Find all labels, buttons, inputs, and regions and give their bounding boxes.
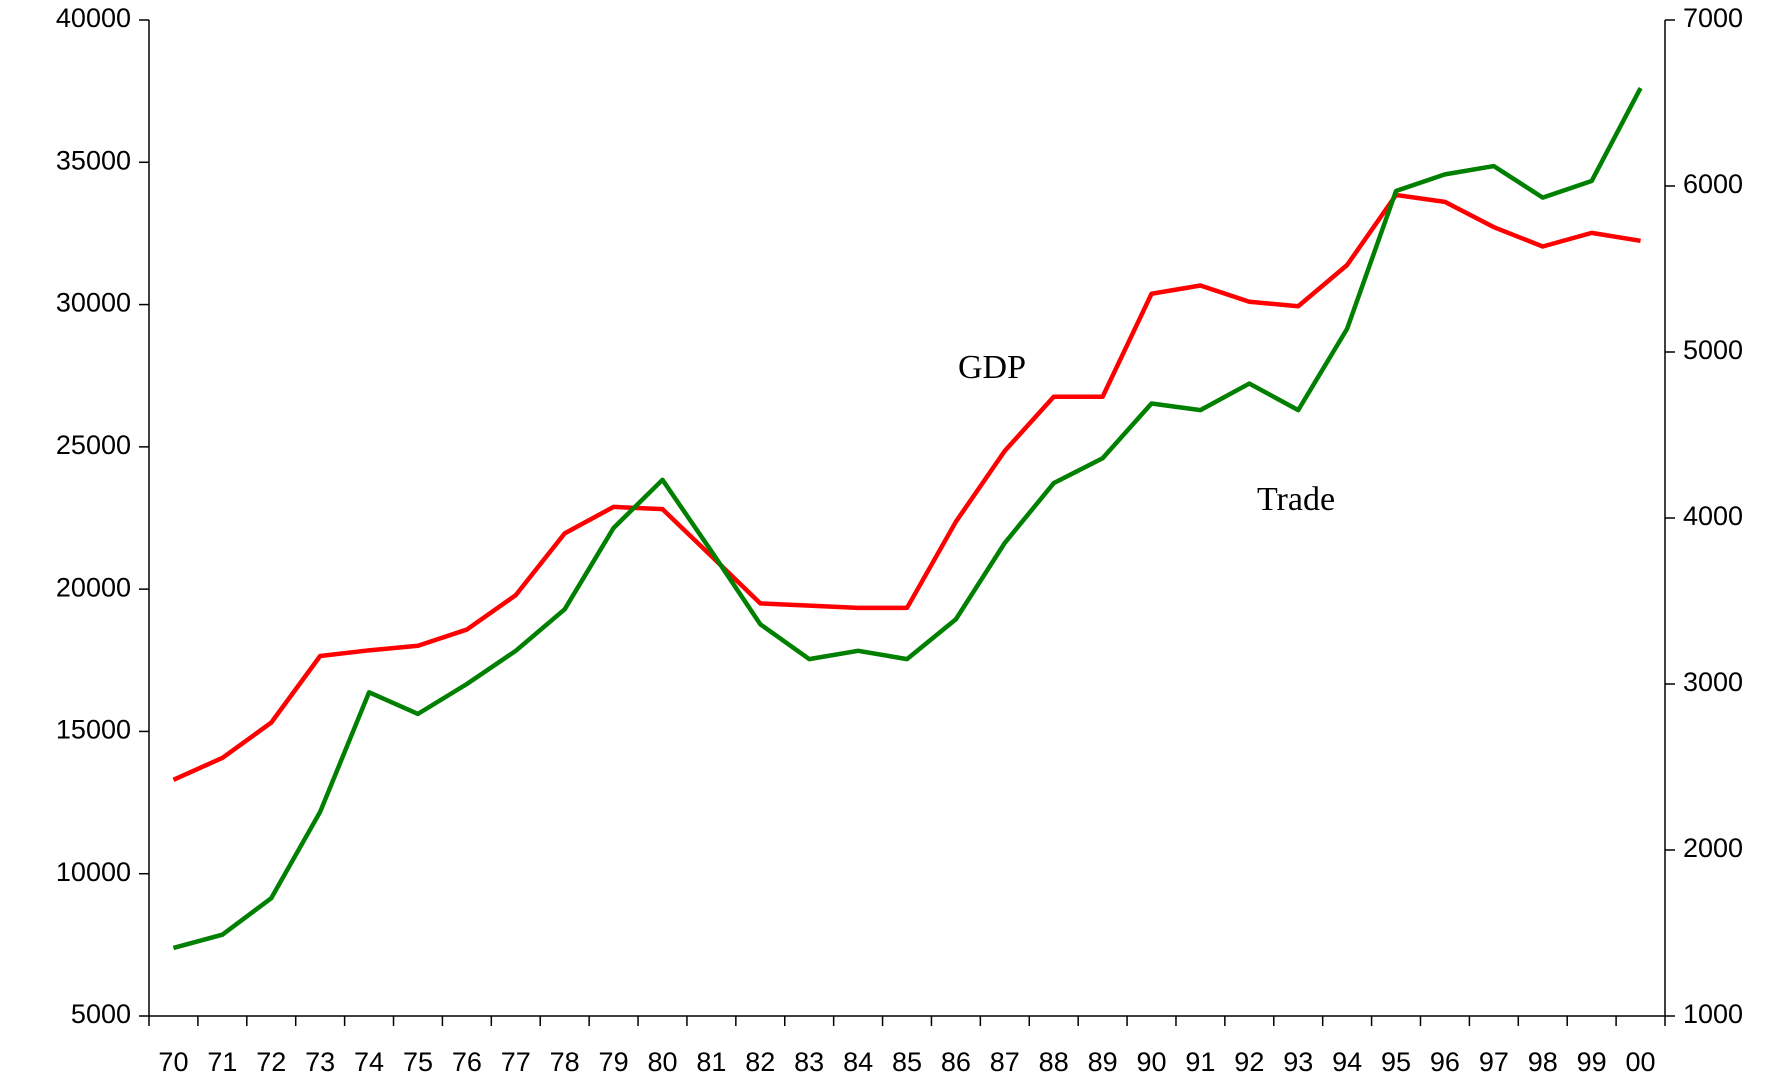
x-tick-label: 83 — [794, 1047, 824, 1077]
x-tick-label: 75 — [403, 1047, 433, 1077]
x-tick-label: 73 — [305, 1047, 335, 1077]
x-tick-label: 93 — [1283, 1047, 1313, 1077]
x-tick-label: 96 — [1430, 1047, 1460, 1077]
y-tick-label: 35000 — [56, 145, 131, 175]
x-tick-label: 91 — [1185, 1047, 1215, 1077]
x-tick-label: 85 — [892, 1047, 922, 1077]
x-tick-label: 81 — [696, 1047, 726, 1077]
y2-tick-label: 6000 — [1683, 169, 1743, 199]
x-tick-label: 80 — [647, 1047, 677, 1077]
x-tick-label: 95 — [1381, 1047, 1411, 1077]
x-tick-label: 79 — [599, 1047, 629, 1077]
y-tick-label: 15000 — [56, 715, 131, 745]
x-tick-label: 84 — [843, 1047, 873, 1077]
x-tick-label: 82 — [745, 1047, 775, 1077]
y2-tick-label: 2000 — [1683, 833, 1743, 863]
y-tick-label: 10000 — [56, 857, 131, 887]
x-tick-label: 99 — [1577, 1047, 1607, 1077]
series-label: GDP — [958, 349, 1026, 386]
y-tick-label: 40000 — [56, 3, 131, 33]
y-tick-label: 30000 — [56, 288, 131, 318]
x-tick-label: 87 — [990, 1047, 1020, 1077]
y2-tick-label: 5000 — [1683, 335, 1743, 365]
y2-tick-label: 1000 — [1683, 999, 1743, 1029]
y-tick-label: 5000 — [71, 999, 131, 1029]
series-label: Trade — [1257, 481, 1335, 518]
x-tick-label: 71 — [207, 1047, 237, 1077]
y-tick-label: 20000 — [56, 572, 131, 602]
x-tick-label: 98 — [1528, 1047, 1558, 1077]
x-tick-label: 70 — [158, 1047, 188, 1077]
x-tick-label: 72 — [256, 1047, 286, 1077]
x-tick-label: 78 — [550, 1047, 580, 1077]
x-tick-label: 74 — [354, 1047, 384, 1077]
y2-tick-label: 4000 — [1683, 501, 1743, 531]
x-tick-label: 97 — [1479, 1047, 1509, 1077]
x-tick-label: 89 — [1088, 1047, 1118, 1077]
x-tick-label: 76 — [452, 1047, 482, 1077]
x-tick-label: 92 — [1234, 1047, 1264, 1077]
y-tick-label: 25000 — [56, 430, 131, 460]
x-tick-label: 00 — [1626, 1047, 1656, 1077]
x-tick-label: 90 — [1136, 1047, 1166, 1077]
x-tick-label: 88 — [1039, 1047, 1069, 1077]
series-line — [172, 192, 1641, 782]
y2-tick-label: 7000 — [1683, 3, 1743, 33]
y2-tick-label: 3000 — [1683, 667, 1743, 697]
x-tick-label: 77 — [501, 1047, 531, 1077]
x-tick-label: 86 — [941, 1047, 971, 1077]
series-line — [172, 87, 1643, 951]
x-tick-label: 94 — [1332, 1047, 1362, 1077]
